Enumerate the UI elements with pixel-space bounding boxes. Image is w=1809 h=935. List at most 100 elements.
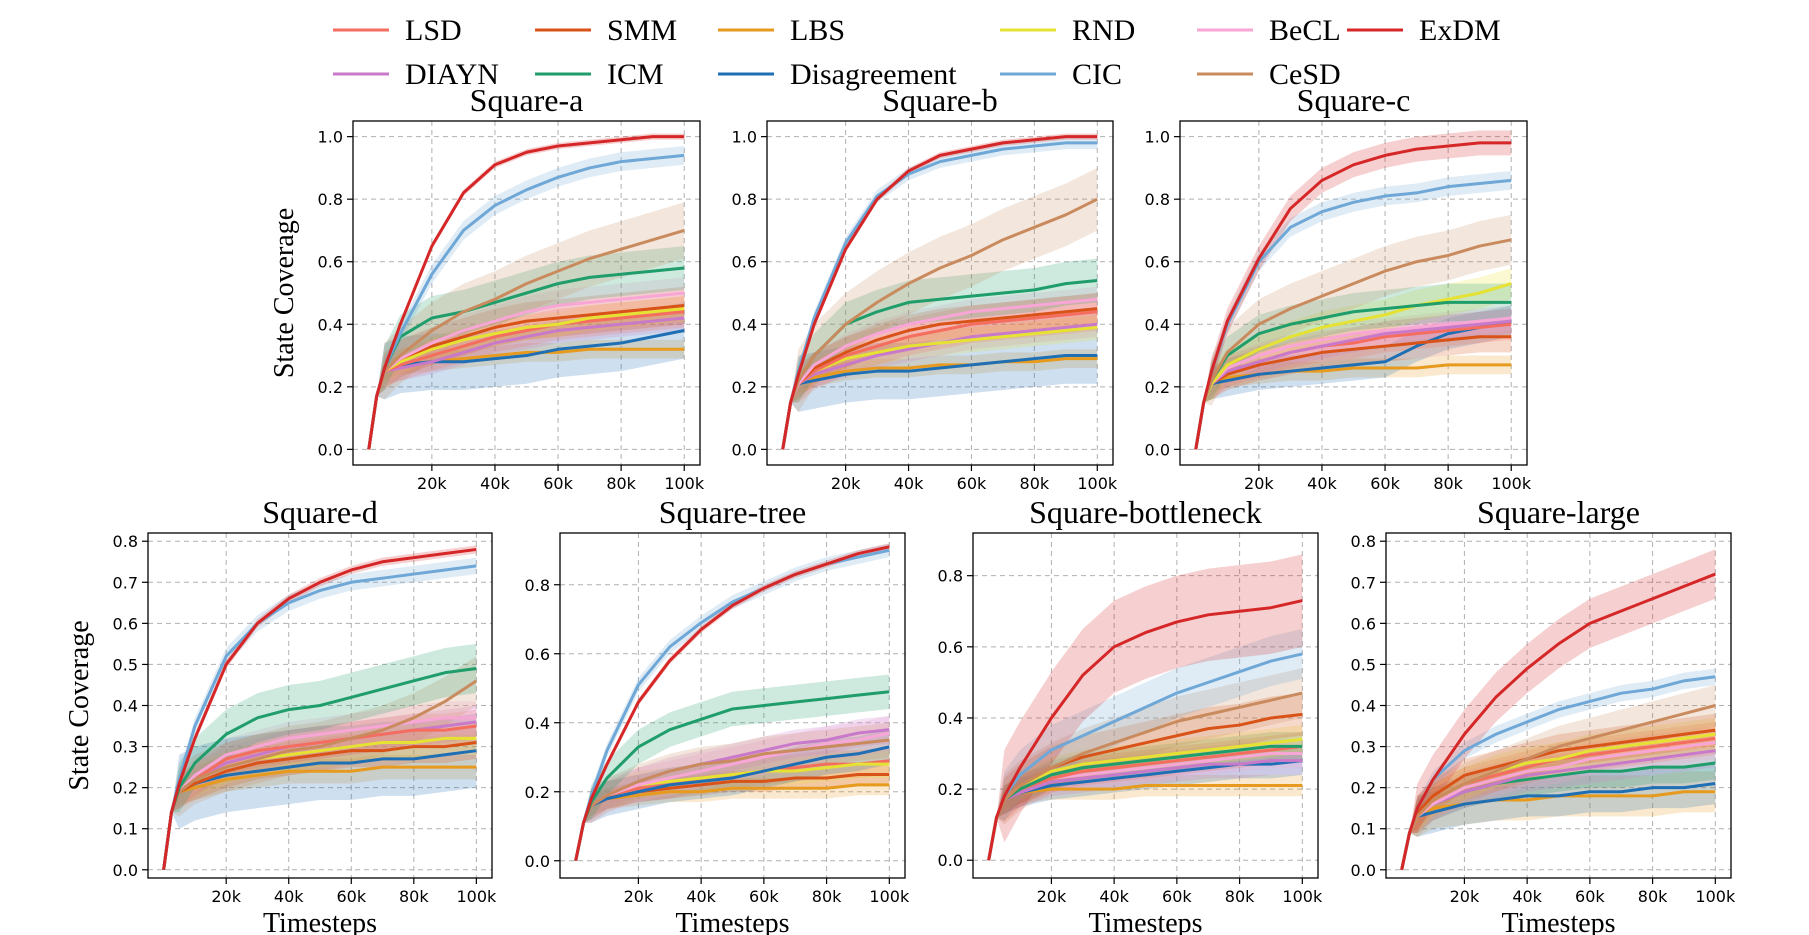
band-lsd (368, 296, 685, 450)
y-tick-label: 0.8 (938, 567, 963, 586)
y-tick-label: 0.2 (938, 780, 963, 799)
x-tick-label: 80k (1020, 474, 1050, 493)
x-tick-label: 40k (1307, 474, 1337, 493)
x-tick-label: 100k (664, 474, 705, 493)
band-rnd (368, 296, 685, 450)
band-cesd (782, 167, 1098, 450)
x-tick-label: 60k (543, 474, 573, 493)
band-icm (368, 246, 685, 450)
plot-area (574, 543, 890, 862)
axes-frame (559, 532, 906, 879)
legend-label: DIAYN (405, 58, 499, 91)
band-smm (988, 693, 1303, 861)
band-lbs (782, 349, 1098, 450)
band-diayn (782, 311, 1098, 450)
y-tick-label: 0.8 (1351, 532, 1376, 551)
x-tick-label: 20k (831, 474, 861, 493)
x-tick-label: 40k (686, 887, 716, 906)
band-disagreement (368, 302, 685, 450)
line-exdm (367, 135, 685, 450)
y-tick-label: 0.3 (113, 738, 138, 757)
legend-label: CeSD (1269, 58, 1341, 91)
band-smm (1195, 321, 1512, 450)
x-tick-label: 80k (606, 474, 636, 493)
legend-label: LBS (790, 14, 845, 47)
x-tick-label: 100k (869, 887, 910, 906)
band-cesd (368, 202, 685, 450)
band-icm (1195, 283, 1512, 450)
x-tick-label: 40k (480, 474, 510, 493)
legend-label: SMM (607, 14, 677, 47)
chart-title: Square-b (882, 82, 998, 118)
y-tick-label: 0.8 (113, 532, 138, 551)
legend-label: Disagreement (790, 58, 957, 91)
y-axis-label: State Coverage (64, 620, 95, 790)
legend-item-smm: SMM (535, 14, 677, 47)
y-axis-label: State Coverage (269, 208, 300, 378)
x-tick-label: 20k (1037, 887, 1067, 906)
line-cesd (1194, 238, 1512, 450)
band-lbs (988, 774, 1303, 861)
x-tick-label: 100k (1695, 887, 1736, 906)
band-lbs (163, 754, 477, 870)
x-tick-label: 60k (1162, 887, 1192, 906)
legend-item-cic: CIC (1000, 58, 1122, 91)
band-exdm (1401, 549, 1716, 870)
legend-item-lsd: LSD (333, 14, 462, 47)
x-tick-label: 40k (1512, 887, 1542, 906)
band-cic (988, 629, 1303, 861)
y-tick-label: 0.8 (732, 190, 757, 209)
band-icm (575, 674, 890, 861)
y-tick-label: 0.0 (1351, 861, 1376, 880)
legend-item-icm: ICM (535, 58, 664, 91)
band-exdm (988, 554, 1303, 861)
legend-item-exdm: ExDM (1347, 14, 1501, 47)
line-exdm (781, 135, 1098, 450)
chart-title: Square-tree (659, 494, 806, 530)
y-tick-label: 0.2 (525, 783, 550, 802)
band-diayn (1195, 308, 1512, 450)
plot-area (1194, 130, 1512, 450)
y-tick-label: 0.2 (732, 378, 757, 397)
y-tick-label: 0.7 (113, 573, 138, 592)
plot-area (1400, 549, 1716, 871)
x-tick-label: 100k (1077, 474, 1118, 493)
band-cesd (1195, 214, 1512, 450)
legend-item-cesd: CeSD (1197, 58, 1341, 91)
line-exdm (1400, 572, 1716, 871)
band-cesd (988, 668, 1303, 861)
panel-square-a: 20k 40k 60k 80k 100k 0.0 0.2 0.4 0.6 0.8 1.0 Square… (269, 82, 705, 493)
band-becl (575, 715, 890, 861)
axes-frame (1179, 120, 1528, 466)
y-tick-label: 0.0 (732, 440, 757, 459)
y-tick-label: 0.0 (938, 851, 963, 870)
panel-square-c: 20k 40k 60k 80k 100k 0.0 0.2 0.4 0.6 0.8 1.0 Square… (1145, 82, 1532, 493)
band-icm (163, 643, 477, 870)
y-tick-label: 0.4 (732, 315, 757, 334)
y-tick-label: 0.0 (1145, 440, 1170, 459)
panel-square-d: 20k 40k 60k 80k 100k 0.0 0.1 0.2 0.3 0.4 0.5 0.6 0.7… (64, 494, 497, 935)
y-tick-label: 0.6 (1145, 253, 1170, 272)
chart-title: Square-d (262, 494, 378, 530)
y-tick-label: 0.8 (1145, 190, 1170, 209)
x-tick-label: 20k (1244, 474, 1274, 493)
legend-item-rnd: RND (1000, 14, 1135, 47)
y-tick-label: 0.2 (113, 779, 138, 798)
legend-label: BeCL (1269, 14, 1341, 47)
y-tick-label: 1.0 (318, 128, 343, 147)
band-rnd (1401, 717, 1716, 870)
plot-area (987, 554, 1303, 861)
chart-panels: 20k 40k 60k 80k 100k 0.0 0.2 0.4 0.6 0.8 1.0 Square… (64, 82, 1736, 935)
band-disagreement (575, 729, 890, 861)
band-cic (1195, 171, 1512, 450)
x-tick-label: 60k (1370, 474, 1400, 493)
x-tick-label: 60k (957, 474, 987, 493)
y-tick-label: 0.6 (525, 645, 550, 664)
y-tick-label: 0.7 (1351, 573, 1376, 592)
y-tick-label: 0.5 (1351, 655, 1376, 674)
plot-area (781, 133, 1098, 450)
x-tick-label: 100k (1282, 887, 1323, 906)
band-rnd (1195, 267, 1512, 450)
x-tick-label: 20k (1450, 887, 1480, 906)
y-tick-label: 0.4 (318, 315, 343, 334)
